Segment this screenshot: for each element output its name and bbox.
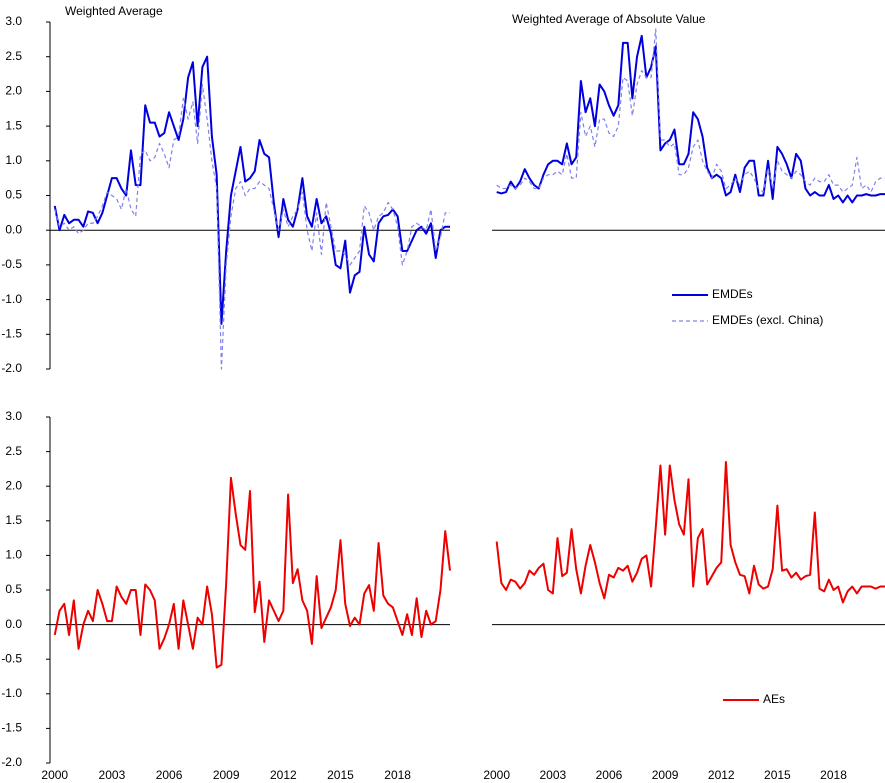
legend-label: EMDEs xyxy=(712,287,753,301)
series-line xyxy=(53,55,450,325)
series-line xyxy=(53,476,451,669)
y-tick-label: 1.5 xyxy=(5,118,22,132)
y-tick-label: -1.0 xyxy=(1,292,22,306)
x-tick-label: 2015 xyxy=(327,768,354,782)
y-tick-label: 0.5 xyxy=(5,188,22,202)
x-tick-label: 2009 xyxy=(213,768,240,782)
x-tick-label: 2003 xyxy=(99,768,126,782)
y-tick-label: 3.0 xyxy=(5,409,22,423)
x-tick-label: 2018 xyxy=(384,768,411,782)
y-tick-label: 2.0 xyxy=(5,478,22,492)
x-tick-label: 2018 xyxy=(820,768,847,782)
y-tick-label: -1.5 xyxy=(1,721,22,735)
y-tick-label: 2.5 xyxy=(5,444,22,458)
y-tick-label: 3.0 xyxy=(5,14,22,28)
y-tick-label: -0.5 xyxy=(1,257,22,271)
x-tick-label: 2000 xyxy=(483,768,510,782)
y-tick-label: 0.0 xyxy=(5,222,22,236)
y-tick-label: -2.0 xyxy=(1,361,22,375)
y-tick-label: 1.0 xyxy=(5,548,22,562)
x-tick-label: 2012 xyxy=(270,768,297,782)
series-line xyxy=(496,28,885,193)
y-tick-label: 0.5 xyxy=(5,582,22,596)
x-tick-label: 2006 xyxy=(156,768,183,782)
series-line xyxy=(495,460,885,604)
legend-label: EMDEs (excl. China) xyxy=(712,313,823,327)
y-tick-label: 2.5 xyxy=(5,49,22,63)
y-tick-label: -1.5 xyxy=(1,326,22,340)
x-tick-label: 2003 xyxy=(539,768,566,782)
y-tick-label: -0.5 xyxy=(1,651,22,665)
chart-title: Weighted Average xyxy=(65,4,163,18)
y-tick-label: 2.0 xyxy=(5,84,22,98)
x-tick-label: 2015 xyxy=(764,768,791,782)
y-tick-label: -2.0 xyxy=(1,755,22,769)
y-tick-label: -1.0 xyxy=(1,686,22,700)
chart-title: Weighted Average of Absolute Value xyxy=(512,12,706,26)
series-line xyxy=(54,83,450,370)
x-tick-label: 2009 xyxy=(652,768,679,782)
series-line xyxy=(496,34,885,204)
legend-label: AEs xyxy=(763,692,785,706)
x-tick-label: 2006 xyxy=(596,768,623,782)
y-tick-label: 0.0 xyxy=(5,617,22,631)
x-tick-label: 2012 xyxy=(708,768,735,782)
y-tick-label: 1.0 xyxy=(5,153,22,167)
x-tick-label: 2000 xyxy=(41,768,68,782)
y-tick-label: 1.5 xyxy=(5,513,22,527)
